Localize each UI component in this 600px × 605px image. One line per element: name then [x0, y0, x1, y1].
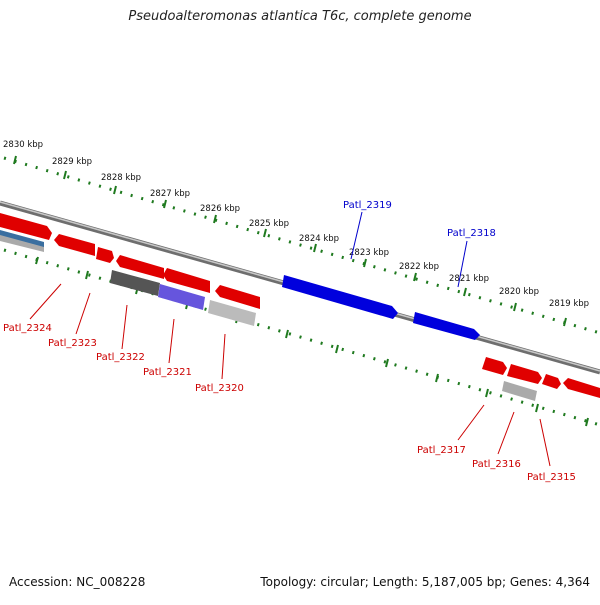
lower-scale-line	[3, 248, 600, 427]
gene-arrow-highlighted[interactable]	[282, 275, 398, 319]
scale-label: 2819 kbp	[549, 299, 589, 309]
scale-label: 2825 kbp	[249, 219, 289, 229]
scale-label: 2829 kbp	[52, 157, 92, 167]
gene-label-patl-2316[interactable]: Patl_2316	[472, 459, 521, 470]
gene-label-patl-2319[interactable]: Patl_2319	[343, 200, 392, 211]
gene-label-patl-2317[interactable]: Patl_2317	[417, 445, 466, 456]
gene-arrow[interactable]	[158, 284, 205, 310]
scale-labels: 2830 kbp 2829 kbp 2828 kbp 2827 kbp 2826…	[3, 140, 589, 309]
scale-label: 2820 kbp	[499, 287, 539, 297]
gene-label-patl-2321[interactable]: Patl_2321	[143, 367, 192, 378]
gene-arrow[interactable]	[163, 268, 210, 293]
scale-label: 2822 kbp	[399, 262, 439, 272]
scale-label: 2823 kbp	[349, 248, 389, 258]
gene-arrow[interactable]	[110, 270, 160, 296]
scale-label: 2830 kbp	[3, 140, 43, 150]
gene-arrow[interactable]	[0, 235, 44, 252]
gene-arrow[interactable]	[96, 247, 114, 263]
gene-label-patl-2320[interactable]: Patl_2320	[195, 383, 244, 394]
genome-summary-text: Topology: circular; Length: 5,187,005 bp…	[260, 575, 590, 589]
label-leaders	[29, 211, 551, 467]
forward-genes	[0, 213, 600, 401]
gene-arrow[interactable]	[502, 381, 537, 401]
gene-labels: Patl_2324 Patl_2323 Patl_2322 Patl_2321 …	[3, 200, 576, 483]
gene-arrow[interactable]	[563, 378, 600, 398]
gene-arrow-highlighted[interactable]	[413, 312, 480, 340]
scale-label: 2821 kbp	[449, 274, 489, 284]
upper-scale-line	[3, 156, 600, 335]
gene-label-patl-2324[interactable]: Patl_2324	[3, 323, 52, 334]
scale-label: 2828 kbp	[101, 173, 141, 183]
gene-label-patl-2322[interactable]: Patl_2322	[96, 352, 145, 363]
gene-label-patl-2318[interactable]: Patl_2318	[447, 228, 496, 239]
gene-arrow[interactable]	[0, 230, 44, 248]
gene-arrow[interactable]	[482, 357, 507, 375]
scale-label: 2827 kbp	[150, 189, 190, 199]
gene-arrow[interactable]	[542, 374, 561, 389]
major-ticks	[13, 155, 567, 327]
gene-arrow[interactable]	[208, 300, 256, 326]
gene-arrow[interactable]	[54, 234, 95, 256]
scale-label: 2824 kbp	[299, 234, 339, 244]
gene-arrow[interactable]	[0, 213, 52, 240]
genome-title: Pseudoalteromonas atlantica T6c, complet…	[128, 9, 472, 24]
gene-label-patl-2323[interactable]: Patl_2323	[48, 338, 97, 349]
gene-arrow[interactable]	[116, 255, 164, 279]
gene-label-patl-2315[interactable]: Patl_2315	[527, 472, 576, 483]
accession-text: Accession: NC_008228	[9, 575, 146, 589]
gene-arrow[interactable]	[215, 285, 260, 309]
scale-label: 2826 kbp	[200, 204, 240, 214]
gene-arrow[interactable]	[507, 364, 542, 384]
